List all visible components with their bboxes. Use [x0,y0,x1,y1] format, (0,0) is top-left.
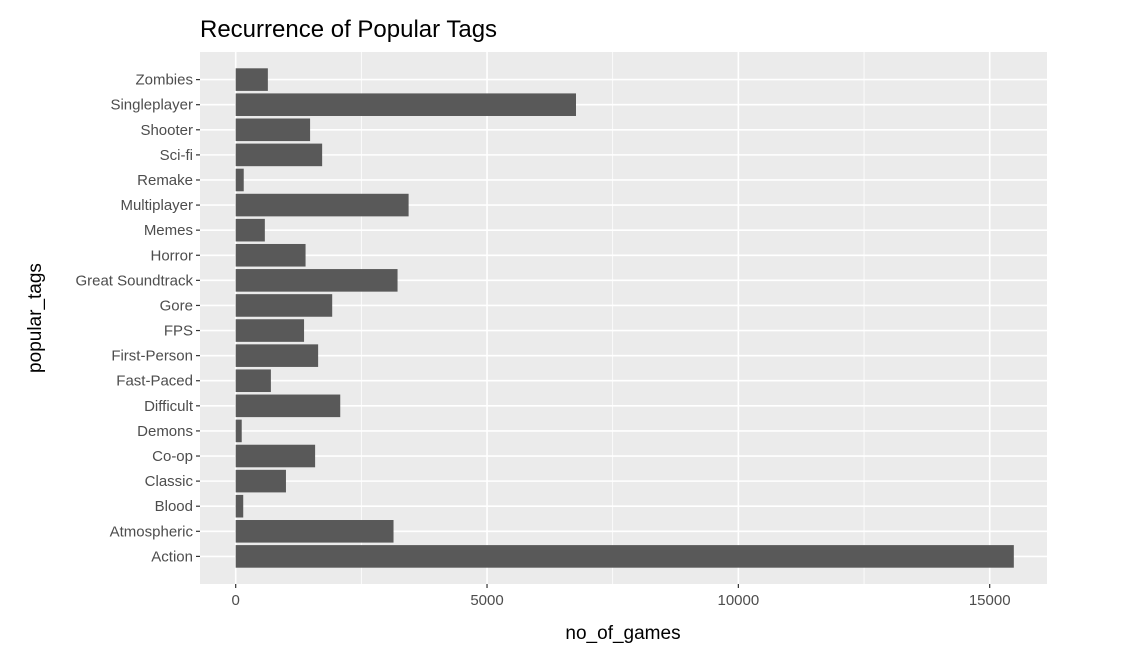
gridlines [200,52,1047,584]
y-tick-label: FPS [164,323,193,340]
bars [235,68,1014,568]
plot-panel [200,52,1047,584]
x-tick-label: 10000 [718,592,760,609]
bar-horror [235,243,306,267]
y-tick-label: Remake [137,172,193,189]
y-axis: Action Atmospheric Blood Classic Co-op Demons… [75,72,200,565]
bar-gore [235,294,333,317]
bar-sci-fi [235,143,323,167]
bar-difficult [235,394,341,418]
bar-classic [235,469,286,493]
bar-multiplayer [235,193,409,217]
y-tick-label: Fast-Paced [116,373,193,390]
bar-demons [235,419,242,443]
y-tick-label: Difficult [144,398,194,415]
y-tick-label: Horror [150,247,193,264]
y-tick-label: Gore [160,297,193,314]
y-tick-label: Zombies [135,72,193,89]
x-axis: 0 5000 10000 15000 [232,584,1011,609]
bar-action [235,545,1014,568]
y-tick-label: Co-op [152,448,193,465]
x-tick-label: 0 [232,592,240,609]
y-tick-label: Blood [155,498,193,515]
y-tick-label: Memes [144,222,193,239]
y-tick-label: Sci-fi [160,147,193,164]
y-tick-label: Classic [145,473,194,490]
bar-blood [235,494,244,518]
y-tick-label: Multiplayer [120,197,193,214]
bar-atmospheric [235,520,394,543]
bar-remake [235,168,244,192]
bar-fast-paced [235,369,271,393]
x-tick-label: 15000 [969,592,1011,609]
y-tick-label: Atmospheric [110,523,194,540]
bar-great-soundtrack [235,269,398,292]
y-tick-label: First-Person [111,348,193,365]
y-tick-label: Shooter [140,122,193,139]
y-tick-label: Singleplayer [110,97,193,114]
bar-memes [235,218,265,242]
y-tick-label: Great Soundtrack [75,272,193,289]
y-tick-label: Action [151,548,193,565]
bar-co-op [235,444,316,468]
y-axis-title: popular_tags [25,263,46,373]
bar-shooter [235,118,311,142]
y-tick-label: Demons [137,423,193,440]
chart-title: Recurrence of Popular Tags [200,16,497,43]
bar-first-person [235,344,319,367]
bar-zombies [235,68,268,91]
x-axis-title: no_of_games [565,623,680,644]
bar-singleplayer [235,93,576,116]
x-tick-label: 5000 [470,592,503,609]
bar-fps [235,319,305,342]
